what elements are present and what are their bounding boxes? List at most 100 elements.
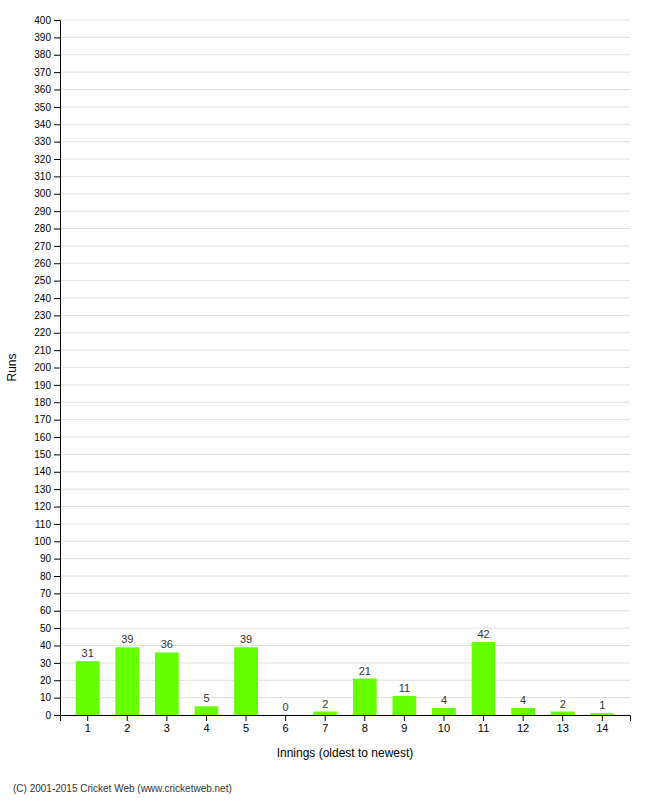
data-label: 4	[520, 694, 526, 706]
grid-line	[60, 697, 630, 698]
tick-mark	[54, 489, 60, 490]
tick: 360	[34, 84, 60, 95]
tick-mark	[54, 385, 60, 386]
data-label: 0	[283, 701, 289, 713]
tick: 350	[34, 102, 60, 113]
tick-label: 350	[34, 102, 51, 113]
tick: 340	[34, 119, 60, 130]
grid-line	[60, 419, 630, 420]
tick-mark	[443, 715, 444, 721]
grid-line	[60, 402, 630, 403]
tick-label: 3	[164, 722, 170, 734]
tick-label: 9	[401, 722, 407, 734]
tick: 320	[34, 154, 60, 165]
tick: 7	[322, 715, 328, 734]
tick: 110	[35, 519, 60, 530]
tick-label: 400	[34, 15, 51, 26]
tick: 170	[34, 414, 60, 425]
tick: 220	[34, 327, 60, 338]
grid-line	[60, 541, 630, 542]
tick-label: 14	[596, 722, 608, 734]
tick-label: 90	[40, 553, 52, 564]
data-label: 4	[441, 694, 447, 706]
grid	[60, 20, 630, 715]
grid-line	[60, 645, 630, 646]
grid-line	[60, 141, 630, 142]
tick-label: 290	[34, 206, 51, 217]
tick-mark	[54, 124, 60, 125]
tick-mark	[206, 715, 207, 721]
tick-mark	[54, 628, 60, 629]
tick-label: 280	[34, 223, 51, 234]
tick-label: 12	[517, 722, 529, 734]
tick: 250	[34, 275, 60, 286]
grid-line	[60, 593, 630, 594]
tick-label: 10	[40, 692, 52, 703]
tick: 230	[34, 310, 60, 321]
chart: 3139365390221114424211234567891011121314…	[0, 0, 650, 800]
tick: 400	[34, 15, 60, 26]
grid-line	[60, 245, 630, 246]
tick-mark	[325, 715, 326, 721]
tick-mark	[54, 211, 60, 212]
tick-mark	[127, 715, 128, 721]
data-label: 42	[477, 628, 489, 640]
tick: 270	[34, 241, 60, 252]
tick: 210	[34, 345, 60, 356]
grid-line	[60, 20, 630, 21]
tick-mark	[404, 715, 405, 721]
grid-line	[60, 454, 630, 455]
grid-line	[60, 159, 630, 160]
tick: 12	[517, 715, 529, 734]
tick: 9	[401, 715, 407, 734]
tick-mark	[54, 298, 60, 299]
tick: 90	[40, 553, 60, 564]
tick: 310	[34, 171, 60, 182]
tick-label: 120	[34, 501, 51, 512]
tick: 5	[243, 715, 249, 734]
tick-label: 230	[34, 310, 51, 321]
grid-line	[60, 37, 630, 38]
tick: 40	[40, 640, 60, 651]
tick-label: 160	[34, 432, 51, 443]
grid-line	[60, 506, 630, 507]
tick-label: 390	[34, 32, 51, 43]
grid-line	[60, 628, 630, 629]
tick-mark	[54, 368, 60, 369]
bar	[115, 647, 139, 715]
data-label: 11	[399, 682, 410, 694]
tick: 10	[40, 692, 60, 703]
tick-label: 180	[34, 397, 51, 408]
grid-line	[60, 384, 630, 385]
tick-mark	[54, 333, 60, 334]
tick: 160	[34, 432, 60, 443]
grid-line	[60, 332, 630, 333]
tick-label: 4	[203, 722, 209, 734]
tick: 14	[596, 715, 608, 734]
tick-mark	[54, 524, 60, 525]
tick-label: 240	[34, 293, 51, 304]
tick-mark	[54, 350, 60, 351]
axis-line	[61, 716, 631, 722]
tick-mark	[54, 472, 60, 473]
tick-mark	[54, 315, 60, 316]
grid-line	[60, 106, 630, 107]
tick: 130	[34, 484, 60, 495]
tick-label: 30	[40, 658, 52, 669]
tick-mark	[87, 715, 88, 721]
tick-mark	[54, 663, 60, 664]
tick-mark	[54, 55, 60, 56]
tick-label: 170	[34, 414, 51, 425]
tick-label: 140	[34, 466, 51, 477]
tick-label: 0	[45, 710, 51, 721]
bar	[432, 708, 456, 715]
tick-label: 80	[40, 571, 52, 582]
tick: 50	[40, 623, 60, 634]
tick: 300	[34, 188, 60, 199]
tick: 60	[40, 605, 60, 616]
tick-mark	[54, 541, 60, 542]
x-axis: 1234567891011121314	[61, 715, 631, 734]
bar	[234, 647, 258, 715]
data-label: 1	[599, 699, 605, 711]
grid-line	[60, 211, 630, 212]
